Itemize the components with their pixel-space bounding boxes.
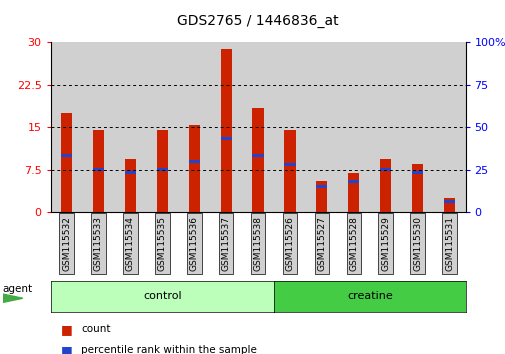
Bar (284, 130, 295, 212)
Bar (146, 42, 178, 212)
Bar (252, 154, 263, 157)
Text: GSM115531: GSM115531 (444, 216, 453, 271)
Text: GSM115536: GSM115536 (189, 216, 198, 271)
Bar (347, 180, 359, 183)
Text: GSM115529: GSM115529 (380, 216, 389, 271)
Bar (443, 200, 454, 202)
Bar (241, 42, 274, 212)
Bar (379, 159, 390, 212)
Text: GSM115537: GSM115537 (221, 216, 230, 271)
Text: GSM115526: GSM115526 (285, 216, 294, 271)
Bar (337, 42, 369, 212)
Bar (125, 159, 136, 212)
Bar (220, 137, 231, 140)
Bar (411, 171, 422, 174)
Text: agent: agent (3, 284, 33, 295)
Bar (125, 171, 136, 174)
Text: ■: ■ (61, 323, 72, 336)
Text: GSM115528: GSM115528 (348, 216, 358, 271)
Text: GSM115532: GSM115532 (62, 216, 71, 271)
Bar (443, 198, 454, 212)
Bar (401, 42, 433, 212)
Bar (188, 125, 199, 212)
Bar (82, 42, 114, 212)
Bar (220, 49, 231, 212)
Bar (114, 42, 146, 212)
Bar (411, 164, 422, 212)
Text: GSM115527: GSM115527 (317, 216, 326, 271)
Bar (306, 42, 337, 212)
Text: GSM115533: GSM115533 (94, 216, 103, 271)
Bar (93, 130, 104, 212)
Bar (433, 42, 465, 212)
Bar (379, 169, 390, 171)
Bar (61, 113, 72, 212)
Bar (369, 42, 401, 212)
Text: ■: ■ (61, 344, 72, 354)
Bar (188, 160, 199, 163)
Polygon shape (3, 294, 23, 302)
Bar (93, 169, 104, 171)
Bar (157, 169, 168, 171)
Text: control: control (143, 291, 181, 302)
Text: GDS2765 / 1446836_at: GDS2765 / 1446836_at (177, 14, 338, 28)
Bar (347, 173, 359, 212)
Text: GSM115534: GSM115534 (126, 216, 135, 271)
Bar (316, 185, 327, 188)
Bar (316, 181, 327, 212)
Text: creatine: creatine (346, 291, 392, 302)
Bar (61, 154, 72, 157)
Bar (178, 42, 210, 212)
Bar (252, 108, 263, 212)
Bar (157, 130, 168, 212)
Bar (284, 163, 295, 166)
Bar (210, 42, 241, 212)
Text: count: count (81, 324, 110, 334)
Text: GSM115530: GSM115530 (412, 216, 421, 271)
Text: GSM115535: GSM115535 (158, 216, 167, 271)
Bar (274, 42, 306, 212)
Bar (50, 42, 82, 212)
Text: percentile rank within the sample: percentile rank within the sample (81, 346, 257, 354)
Text: GSM115538: GSM115538 (253, 216, 262, 271)
